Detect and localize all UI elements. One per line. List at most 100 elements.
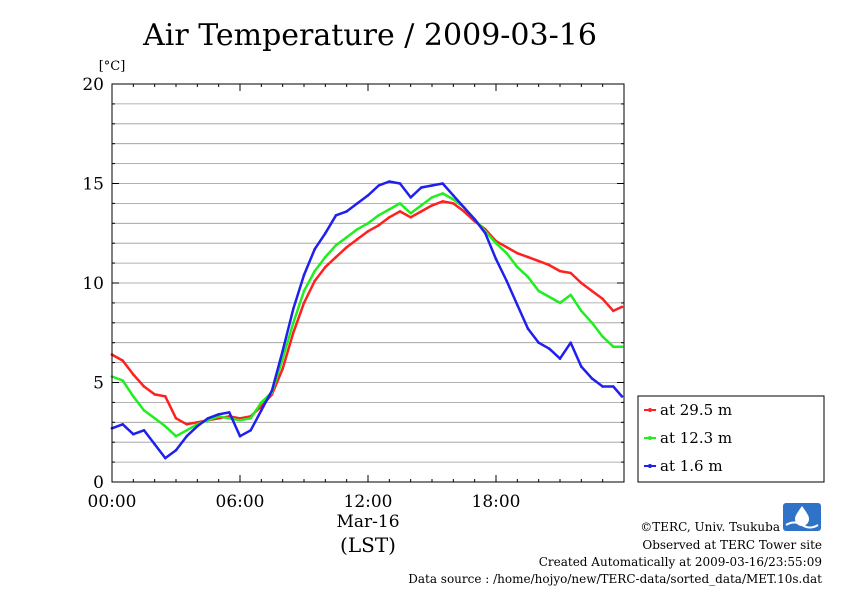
data-point bbox=[334, 243, 338, 247]
x-tick-label: 12:00 bbox=[344, 492, 393, 512]
created-timestamp-text: Created Automatically at 2009-03-16/23:5… bbox=[539, 555, 822, 569]
data-point bbox=[420, 210, 423, 213]
data-point bbox=[302, 273, 306, 277]
y-axis-ticks: 0 5 10 15 20 bbox=[82, 75, 624, 493]
data-point bbox=[174, 448, 178, 452]
data-point bbox=[206, 417, 210, 420]
data-point bbox=[569, 271, 572, 275]
data-point bbox=[580, 309, 583, 313]
data-point bbox=[516, 265, 519, 269]
data-point bbox=[281, 357, 285, 360]
x-tick-label: 00:00 bbox=[88, 492, 137, 512]
legend-marker bbox=[648, 408, 652, 412]
wave-icon bbox=[785, 521, 819, 529]
data-point bbox=[174, 417, 178, 420]
x-axis-ticks: 00:00 06:00 12:00 18:00 bbox=[88, 84, 625, 512]
data-point bbox=[142, 385, 146, 388]
data-point bbox=[590, 289, 594, 293]
data-point bbox=[398, 182, 402, 185]
data-point bbox=[238, 434, 242, 438]
copyright-text: ©TERC, Univ. Tsukuba bbox=[640, 520, 780, 534]
data-point bbox=[121, 359, 124, 362]
data-point bbox=[505, 279, 509, 283]
data-point bbox=[516, 303, 519, 307]
data-point bbox=[270, 389, 274, 392]
data-point bbox=[356, 228, 359, 231]
data-point bbox=[505, 251, 509, 255]
data-point bbox=[292, 331, 295, 335]
data-point bbox=[164, 456, 167, 460]
date-label: Mar-16 bbox=[336, 512, 399, 532]
data-point bbox=[526, 327, 530, 331]
data-point bbox=[334, 255, 338, 259]
data-point bbox=[620, 395, 624, 398]
data-point bbox=[142, 429, 146, 432]
legend-marker bbox=[648, 464, 652, 468]
data-point bbox=[388, 180, 391, 183]
data-point bbox=[388, 208, 391, 211]
data-point bbox=[260, 409, 263, 412]
data-point bbox=[249, 429, 252, 432]
legend-label: at 1.6 m bbox=[660, 457, 723, 475]
data-point bbox=[462, 206, 466, 209]
data-point bbox=[313, 247, 317, 251]
data-point bbox=[580, 365, 583, 368]
data-point bbox=[345, 235, 349, 239]
data-point bbox=[420, 204, 423, 207]
data-point bbox=[441, 200, 445, 203]
legend-marker bbox=[648, 436, 652, 440]
legend-box bbox=[637, 395, 825, 483]
data-point bbox=[452, 202, 455, 205]
data-point bbox=[484, 232, 487, 235]
data-point bbox=[601, 335, 604, 339]
series-line bbox=[110, 200, 624, 426]
data-point bbox=[590, 377, 594, 380]
x-tick-label: 06:00 bbox=[216, 492, 265, 512]
data-point bbox=[238, 419, 242, 422]
data-point bbox=[548, 295, 551, 299]
data-point bbox=[569, 293, 572, 297]
data-point bbox=[302, 301, 306, 305]
data-point bbox=[505, 245, 509, 249]
data-point bbox=[356, 202, 359, 205]
data-point bbox=[334, 214, 338, 217]
data-point bbox=[398, 210, 402, 213]
data-point bbox=[174, 434, 178, 438]
data-point bbox=[281, 349, 285, 353]
data-point bbox=[142, 409, 146, 412]
data-point bbox=[228, 417, 231, 420]
data-point bbox=[164, 395, 167, 398]
data-point bbox=[516, 251, 519, 255]
grid-lines bbox=[112, 103, 624, 463]
data-point bbox=[313, 269, 317, 273]
data-point bbox=[580, 281, 583, 285]
data-point bbox=[324, 255, 327, 259]
data-point bbox=[441, 192, 445, 195]
y-tick-label: 10 bbox=[82, 274, 104, 294]
data-point bbox=[601, 385, 604, 388]
data-point bbox=[302, 289, 306, 293]
data-point bbox=[153, 393, 156, 396]
data-source-text: Data source : /home/hojyo/new/TERC-data/… bbox=[408, 572, 822, 586]
data-point bbox=[494, 241, 498, 245]
data-point bbox=[356, 237, 359, 241]
y-tick-label: 15 bbox=[82, 175, 104, 195]
data-point bbox=[132, 395, 135, 398]
y-tick-label: 5 bbox=[93, 374, 104, 394]
terc-logo bbox=[783, 503, 821, 531]
data-point bbox=[494, 257, 498, 261]
observed-site-text: Observed at TERC Tower site bbox=[642, 538, 822, 552]
data-point bbox=[420, 186, 423, 189]
data-point bbox=[558, 357, 562, 360]
data-point bbox=[620, 305, 624, 309]
water-drop-icon bbox=[795, 506, 809, 526]
data-point bbox=[121, 423, 124, 426]
data-point bbox=[409, 216, 413, 219]
data-point bbox=[292, 321, 295, 325]
y-axis-unit: [°C] bbox=[99, 59, 126, 74]
data-point bbox=[185, 423, 188, 426]
data-point bbox=[164, 425, 167, 428]
plot-frame bbox=[111, 83, 625, 483]
data-point bbox=[612, 385, 615, 388]
